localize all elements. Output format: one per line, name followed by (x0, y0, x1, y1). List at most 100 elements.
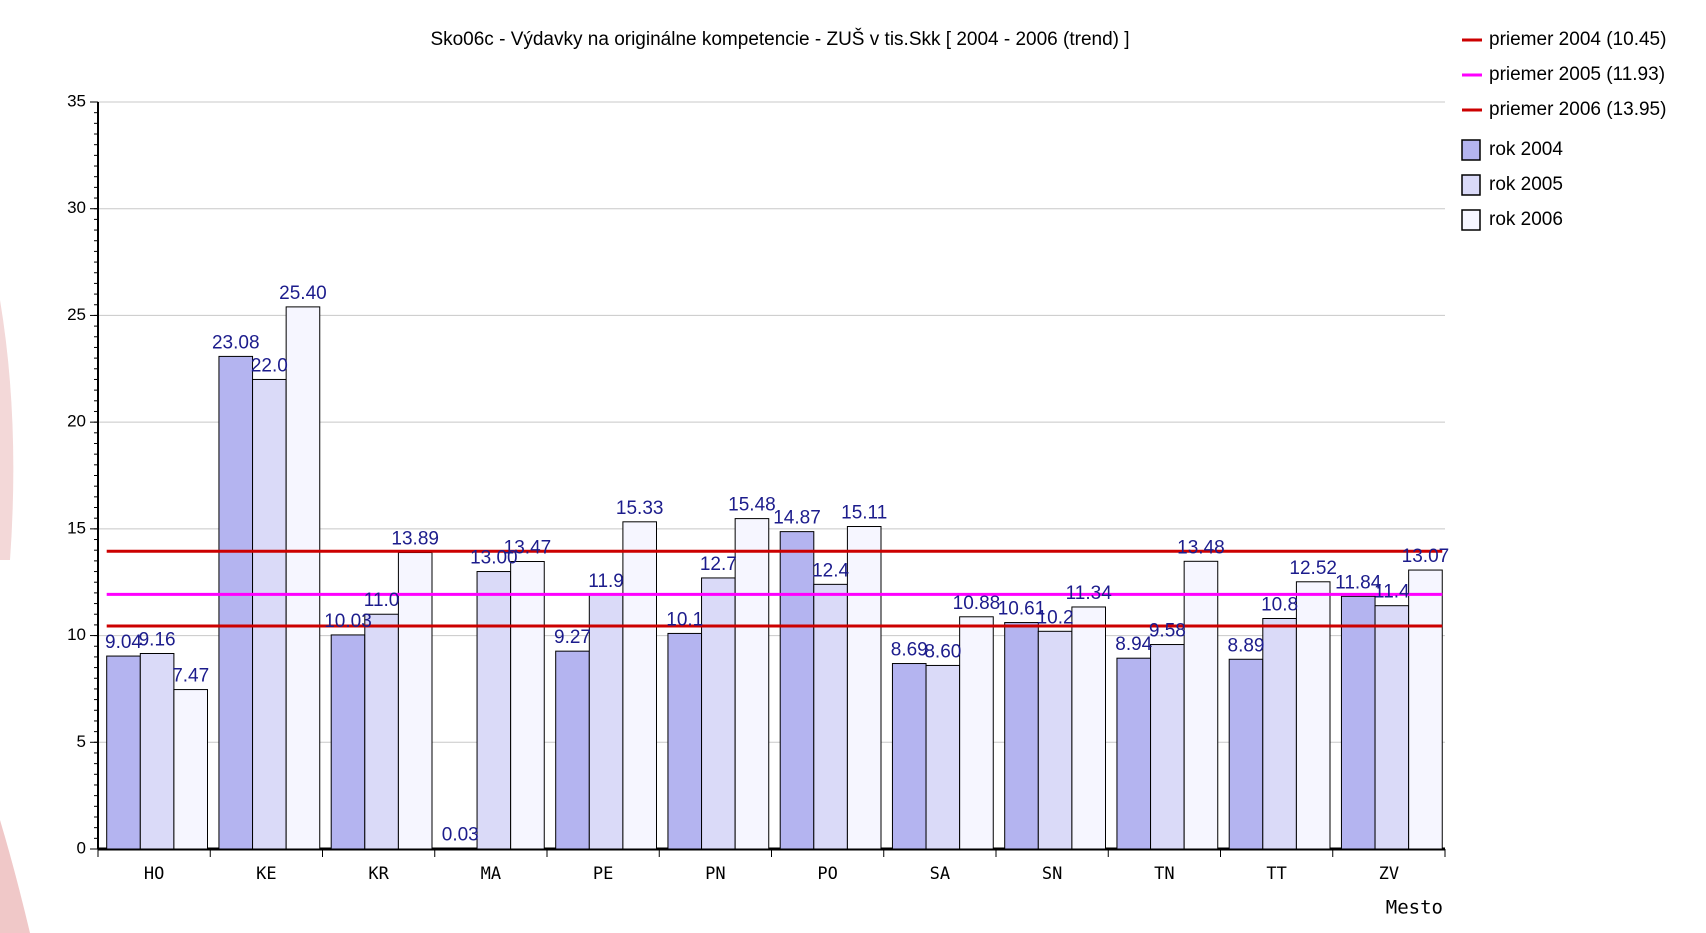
x-axis-label: Mesto (1386, 897, 1443, 919)
bar (397, 552, 433, 850)
bar (555, 650, 590, 850)
bar (1071, 606, 1107, 850)
value-label: 11.4 (1374, 582, 1410, 603)
y-tick-label: 30 (67, 198, 86, 217)
value-label: 8.89 (1228, 635, 1265, 656)
bar (891, 663, 927, 850)
y-tick-label: 5 (77, 732, 86, 751)
legend-label: priemer 2005 (11.93) (1489, 64, 1665, 85)
legend-swatch (1461, 209, 1481, 231)
bar (1262, 617, 1297, 850)
value-label: 25.40 (279, 283, 327, 304)
bar (1340, 595, 1376, 850)
y-tick-label: 20 (67, 412, 86, 431)
bar (106, 655, 141, 850)
bar (959, 616, 994, 850)
x-tick-label: KE (256, 864, 276, 884)
bar (173, 689, 208, 850)
decoration (0, 300, 14, 560)
y-tick-label: 25 (67, 305, 86, 324)
bar (779, 531, 815, 850)
bar (813, 583, 848, 850)
value-label: 11.34 (1066, 583, 1113, 604)
x-tick-label: PE (593, 864, 613, 884)
value-label: 13.48 (1177, 537, 1225, 558)
bar (846, 526, 882, 850)
value-label: 11.0 (364, 590, 400, 611)
value-label: 15.33 (616, 498, 664, 519)
y-tick-label: 15 (67, 518, 86, 537)
value-label: 23.08 (212, 332, 260, 353)
x-tick-label: MA (481, 864, 501, 884)
chart-title: Sko06c - Výdavky na originálne kompetenc… (430, 28, 1129, 50)
bar (252, 378, 287, 850)
value-label: 8.60 (924, 641, 961, 662)
x-tick-label: PN (705, 864, 725, 884)
value-label: 11.9 (588, 571, 624, 592)
bar (667, 632, 703, 850)
value-label: 10.2 (1037, 607, 1074, 628)
bar (1374, 605, 1410, 850)
bar (1228, 658, 1264, 850)
value-label: 22.0 (251, 355, 288, 376)
bar (1116, 657, 1152, 850)
x-tick-label: KR (368, 864, 389, 884)
value-label: 11.84 (1335, 572, 1382, 593)
bar (476, 571, 512, 850)
bar (925, 664, 961, 850)
x-tick-label: HO (144, 864, 164, 884)
legend-label: priemer 2006 (13.95) (1489, 99, 1666, 120)
y-tick-label: 35 (67, 91, 86, 110)
value-label: 10.03 (324, 611, 372, 632)
value-label: 9.04 (105, 632, 142, 653)
x-tick-label: TN (1154, 864, 1174, 884)
value-label: 8.94 (1115, 634, 1152, 655)
legend-label: rok 2006 (1489, 209, 1563, 230)
value-label: 13.00 (470, 548, 518, 569)
value-label: 13.47 (504, 538, 552, 559)
value-label: 10.1 (666, 609, 703, 630)
bar (622, 521, 658, 850)
value-label: 12.4 (812, 560, 849, 581)
bar (588, 594, 624, 850)
value-label: 15.48 (728, 495, 776, 516)
bar (1004, 622, 1039, 850)
bar (139, 652, 175, 850)
bar (218, 355, 254, 850)
bar (1295, 581, 1331, 850)
y-tick-label: 0 (77, 838, 86, 857)
decoration (0, 820, 30, 933)
bar (1183, 560, 1219, 850)
bar (285, 306, 321, 850)
bar (442, 847, 478, 850)
value-label: 12.52 (1289, 558, 1337, 579)
x-tick-label: SN (1042, 864, 1062, 884)
x-tick-label: TT (1266, 864, 1286, 884)
bar (1037, 630, 1073, 850)
legend-label: priemer 2004 (10.45) (1489, 29, 1666, 50)
value-label: 9.27 (554, 627, 591, 648)
value-label: 9.58 (1149, 621, 1186, 642)
value-label: 9.16 (139, 630, 176, 651)
value-label: 10.61 (998, 599, 1046, 620)
legend-label: rok 2005 (1489, 174, 1563, 195)
bar (510, 561, 545, 850)
value-label: 12.7 (700, 554, 737, 575)
value-label: 10.88 (953, 593, 1001, 614)
bar (330, 634, 366, 850)
x-tick-label: ZV (1379, 864, 1399, 884)
value-label: 13.07 (1402, 546, 1450, 567)
value-label: 14.87 (773, 508, 821, 529)
bar (364, 613, 399, 850)
value-label: 7.47 (172, 666, 209, 687)
y-tick-label: 10 (67, 625, 86, 644)
bar (1408, 569, 1443, 850)
value-label: 8.69 (891, 640, 928, 661)
bar (701, 577, 736, 850)
bar (1150, 644, 1185, 850)
bar (734, 518, 770, 850)
value-label: 10.8 (1261, 595, 1298, 616)
x-tick-label: SA (930, 864, 950, 884)
value-label: 15.11 (841, 503, 887, 524)
